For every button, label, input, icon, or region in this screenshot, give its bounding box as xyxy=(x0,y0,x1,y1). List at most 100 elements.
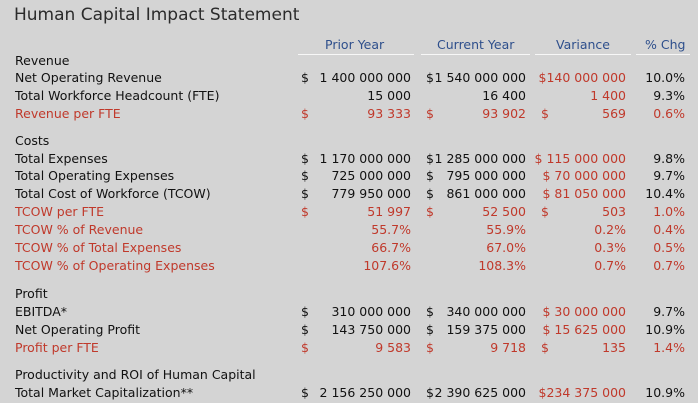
prior-year-value: 725 000 000 xyxy=(331,168,411,183)
variance-value: 503 xyxy=(602,204,626,219)
pct-change-value: 0.5% xyxy=(653,240,685,255)
current-year-value: 16 400 xyxy=(482,88,526,103)
current-year-value: 159 375 000 xyxy=(446,322,526,337)
current-year-value: 340 000 000 xyxy=(446,304,526,319)
row-label: Total Operating Expenses xyxy=(15,168,175,183)
variance-value: $234 375 000 xyxy=(538,385,626,400)
prior-year-value: 9 583 xyxy=(375,340,411,355)
header-divider xyxy=(421,54,530,55)
pct-change-value: 9.8% xyxy=(653,151,685,166)
row-label: Net Operating Profit xyxy=(15,322,140,337)
column-header-variance: Variance xyxy=(556,37,610,52)
table-row: Total Market Capitalization** $2 156 250 … xyxy=(0,385,698,403)
variance-value: 0.2% xyxy=(594,222,626,237)
pct-change-value: 0.4% xyxy=(653,222,685,237)
pct-change-value: 0.6% xyxy=(653,106,685,121)
table-row: Net Operating Revenue $1 400 000 000 $1 54… xyxy=(0,70,698,88)
current-year-currency: $ xyxy=(426,340,434,355)
section-header: Costs xyxy=(0,133,698,151)
current-year-value: 55.9% xyxy=(486,222,526,237)
prior-year-currency: $ xyxy=(301,204,309,219)
table-row: TCOW % of Revenue 55.7% 55.9% 0.2% 0.4% xyxy=(0,222,698,240)
variance-value: $ 81 050 000 xyxy=(542,186,627,201)
current-year-currency: $ xyxy=(426,385,434,400)
prior-year-value: 51 997 xyxy=(367,204,411,219)
pct-change-value: 1.4% xyxy=(653,340,685,355)
header-divider xyxy=(298,54,414,55)
pct-change-value: 9.7% xyxy=(653,168,685,183)
pct-change-value: 9.7% xyxy=(653,304,685,319)
current-year-currency: $ xyxy=(426,322,434,337)
prior-year-value: 93 333 xyxy=(367,106,411,121)
prior-year-currency: $ xyxy=(301,186,309,201)
prior-year-value: 55.7% xyxy=(371,222,411,237)
current-year-value: 108.3% xyxy=(478,258,526,273)
pct-change-value: 0.7% xyxy=(653,258,685,273)
current-year-value: 9 718 xyxy=(490,340,526,355)
variance-value: $140 000 000 xyxy=(538,70,626,85)
row-label: TCOW % of Operating Expenses xyxy=(15,258,215,273)
section-header: Productivity and ROI of Human Capital xyxy=(0,367,698,385)
row-label: TCOW % of Total Expenses xyxy=(15,240,182,255)
table-row: Total Expenses $1 170 000 000 $1 285 000 0… xyxy=(0,151,698,169)
table-row: TCOW per FTE $51 997 $52 500 $503 1.0% xyxy=(0,204,698,222)
variance-value: $ 15 625 000 xyxy=(542,322,627,337)
section-label: Revenue xyxy=(15,53,70,68)
table-row: Total Operating Expenses $725 000 000 $795… xyxy=(0,168,698,186)
prior-year-currency: $ xyxy=(301,322,309,337)
table-row: Profit per FTE $9 583 $9 718 $135 1.4% xyxy=(0,340,698,358)
page-title: Human Capital Impact Statement xyxy=(14,5,300,25)
header-divider xyxy=(535,54,631,55)
pct-change-value: 10.4% xyxy=(645,186,685,201)
prior-year-value: 2 156 250 000 xyxy=(319,385,411,400)
column-header-pct-chg: % Chg xyxy=(645,37,686,52)
section-label: Costs xyxy=(15,133,50,148)
current-year-currency: $ xyxy=(426,151,434,166)
prior-year-value: 310 000 000 xyxy=(331,304,411,319)
pct-change-value: 10.0% xyxy=(645,70,685,85)
prior-year-currency: $ xyxy=(301,304,309,319)
prior-year-value: 1 400 000 000 xyxy=(319,70,411,85)
prior-year-currency: $ xyxy=(301,106,309,121)
prior-year-value: 1 170 000 000 xyxy=(319,151,411,166)
prior-year-currency: $ xyxy=(301,385,309,400)
current-year-currency: $ xyxy=(426,106,434,121)
row-label: Total Expenses xyxy=(15,151,108,166)
prior-year-value: 143 750 000 xyxy=(331,322,411,337)
pct-change-value: 10.9% xyxy=(645,385,685,400)
variance-currency: $ xyxy=(541,204,549,219)
variance-value: $ 115 000 000 xyxy=(534,151,626,166)
variance-currency: $ xyxy=(541,106,549,121)
variance-value: $ 30 000 000 xyxy=(542,304,627,319)
current-year-value: 795 000 000 xyxy=(446,168,526,183)
current-year-value: 2 390 625 000 xyxy=(434,385,526,400)
pct-change-value: 10.9% xyxy=(645,322,685,337)
current-year-value: 67.0% xyxy=(486,240,526,255)
section-header: Revenue xyxy=(0,53,698,71)
current-year-currency: $ xyxy=(426,304,434,319)
current-year-value: 861 000 000 xyxy=(446,186,526,201)
table-row: Net Operating Profit $143 750 000 $159 375… xyxy=(0,322,698,340)
table-row: Total Workforce Headcount (FTE) 15 000 16 … xyxy=(0,88,698,106)
row-label: TCOW per FTE xyxy=(15,204,105,219)
row-label: Total Workforce Headcount (FTE) xyxy=(15,88,220,103)
table-row: EBITDA* $310 000 000 $340 000 000 $ 30 000 … xyxy=(0,304,698,322)
column-header-prior-year: Prior Year xyxy=(325,37,385,52)
table-row: Total Cost of Workforce (TCOW) $779 950 0… xyxy=(0,186,698,204)
variance-value: $ 70 000 000 xyxy=(542,168,627,183)
table-row: TCOW % of Operating Expenses 107.6% 108.3%… xyxy=(0,258,698,276)
row-label: Revenue per FTE xyxy=(15,106,121,121)
section-label: Profit xyxy=(15,286,48,301)
row-label: Net Operating Revenue xyxy=(15,70,162,85)
column-header-current-year: Current Year xyxy=(437,37,515,52)
row-label: Total Cost of Workforce (TCOW) xyxy=(15,186,211,201)
current-year-currency: $ xyxy=(426,186,434,201)
prior-year-value: 66.7% xyxy=(371,240,411,255)
current-year-currency: $ xyxy=(426,168,434,183)
current-year-currency: $ xyxy=(426,204,434,219)
prior-year-value: 107.6% xyxy=(363,258,411,273)
current-year-value: 52 500 xyxy=(482,204,526,219)
section-header: Profit xyxy=(0,286,698,304)
pct-change-value: 9.3% xyxy=(653,88,685,103)
variance-value: 0.3% xyxy=(594,240,626,255)
